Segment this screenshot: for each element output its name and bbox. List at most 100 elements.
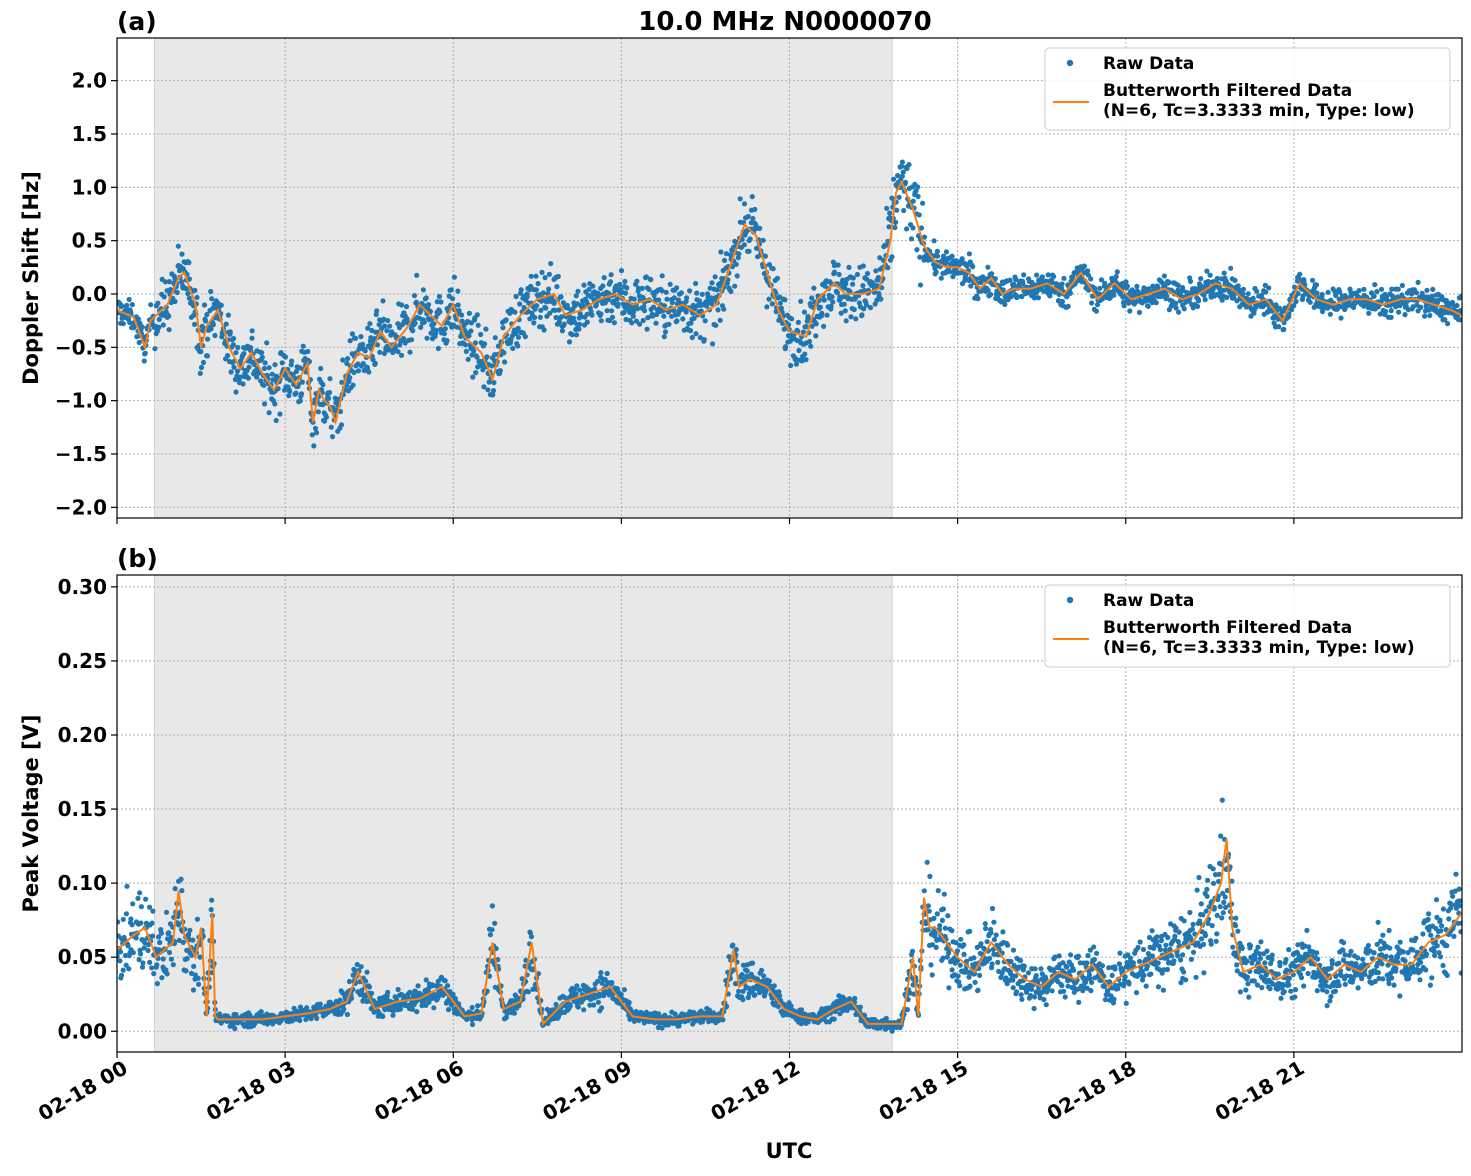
y-tick-label: −0.5 — [55, 335, 107, 359]
raw-data-point — [1092, 957, 1097, 962]
raw-data-point — [548, 261, 553, 266]
raw-data-point — [1182, 918, 1187, 923]
raw-data-point — [1215, 913, 1220, 918]
raw-data-point — [732, 284, 737, 289]
raw-data-point — [264, 340, 269, 345]
raw-data-point — [516, 335, 521, 340]
raw-data-point — [413, 321, 418, 326]
raw-data-point — [772, 983, 777, 988]
raw-data-point — [1137, 310, 1142, 315]
raw-data-point — [416, 983, 421, 988]
raw-data-point — [1205, 894, 1210, 899]
raw-data-point — [905, 1007, 910, 1012]
raw-data-point — [1278, 996, 1283, 1001]
raw-data-point — [183, 968, 188, 973]
raw-data-point — [233, 350, 238, 355]
raw-data-point — [775, 276, 780, 281]
raw-data-point — [1044, 1002, 1049, 1007]
raw-data-point — [356, 368, 361, 373]
raw-data-point — [964, 263, 969, 268]
raw-data-point — [1445, 321, 1450, 326]
raw-data-point — [612, 320, 617, 325]
raw-data-point — [1041, 997, 1046, 1002]
raw-data-point — [1283, 957, 1288, 962]
raw-data-point — [599, 318, 604, 323]
raw-data-point — [909, 236, 914, 241]
raw-data-point — [512, 1011, 517, 1016]
raw-data-point — [130, 302, 135, 307]
raw-data-point — [1223, 894, 1228, 899]
raw-data-point — [925, 860, 930, 865]
raw-data-point — [1172, 934, 1177, 939]
raw-data-point — [589, 313, 594, 318]
raw-data-point — [1032, 1006, 1037, 1011]
raw-data-point — [380, 1014, 385, 1019]
raw-data-point — [1195, 888, 1200, 893]
raw-data-point — [501, 350, 506, 355]
raw-data-point — [314, 1016, 319, 1021]
raw-data-point — [124, 884, 129, 889]
raw-data-point — [575, 289, 580, 294]
raw-data-point — [718, 281, 723, 286]
raw-data-point — [789, 316, 794, 321]
raw-data-point — [150, 934, 155, 939]
raw-data-point — [157, 940, 162, 945]
legend-raw-label: Raw Data — [1103, 54, 1194, 74]
raw-data-point — [789, 1003, 794, 1008]
raw-data-point — [1032, 994, 1037, 999]
raw-data-point — [936, 888, 941, 893]
raw-data-point — [1246, 291, 1251, 296]
raw-data-point — [973, 980, 978, 985]
raw-data-point — [1177, 930, 1182, 935]
raw-data-point — [478, 332, 483, 337]
raw-data-point — [1288, 989, 1293, 994]
raw-data-point — [1188, 279, 1193, 284]
raw-data-point — [1214, 939, 1219, 944]
raw-data-point — [426, 302, 431, 307]
raw-data-point — [1071, 968, 1076, 973]
raw-data-point — [1085, 953, 1090, 958]
raw-data-point — [901, 208, 906, 213]
raw-data-point — [713, 323, 718, 328]
raw-data-point — [1292, 994, 1297, 999]
raw-data-point — [734, 262, 739, 267]
raw-data-point — [463, 342, 468, 347]
raw-data-point — [1214, 931, 1219, 936]
raw-data-point — [155, 981, 160, 986]
raw-data-point — [1141, 973, 1146, 978]
raw-data-point — [1169, 953, 1174, 958]
raw-data-point — [694, 291, 699, 296]
raw-data-point — [1328, 312, 1333, 317]
raw-data-point — [1022, 964, 1027, 969]
raw-data-point — [1308, 300, 1313, 305]
raw-data-point — [1135, 945, 1140, 950]
raw-data-point — [1361, 287, 1366, 292]
raw-data-point — [1117, 951, 1122, 956]
raw-data-point — [730, 943, 735, 948]
raw-data-point — [1110, 973, 1115, 978]
raw-data-point — [1163, 943, 1168, 948]
raw-data-point — [1114, 274, 1119, 279]
raw-data-point — [1219, 915, 1224, 920]
raw-data-point — [1158, 947, 1163, 952]
raw-data-point — [262, 366, 267, 371]
raw-data-point — [191, 987, 196, 992]
raw-data-point — [318, 366, 323, 371]
raw-data-point — [664, 290, 669, 295]
raw-data-point — [813, 333, 818, 338]
y-tick-label: −2.0 — [55, 495, 107, 519]
raw-data-point — [446, 1007, 451, 1012]
raw-data-point — [1277, 963, 1282, 968]
raw-data-point — [830, 299, 835, 304]
raw-data-point — [796, 348, 801, 353]
raw-data-point — [1154, 934, 1159, 939]
raw-data-point — [940, 918, 945, 923]
raw-data-point — [1082, 264, 1087, 269]
raw-data-point — [850, 282, 855, 287]
raw-data-point — [367, 321, 372, 326]
legend-filtered-label: (N=6, Tc=3.3333 min, Type: low) — [1103, 101, 1415, 121]
raw-data-point — [1034, 973, 1039, 978]
raw-data-point — [824, 313, 829, 318]
raw-data-point — [305, 349, 310, 354]
